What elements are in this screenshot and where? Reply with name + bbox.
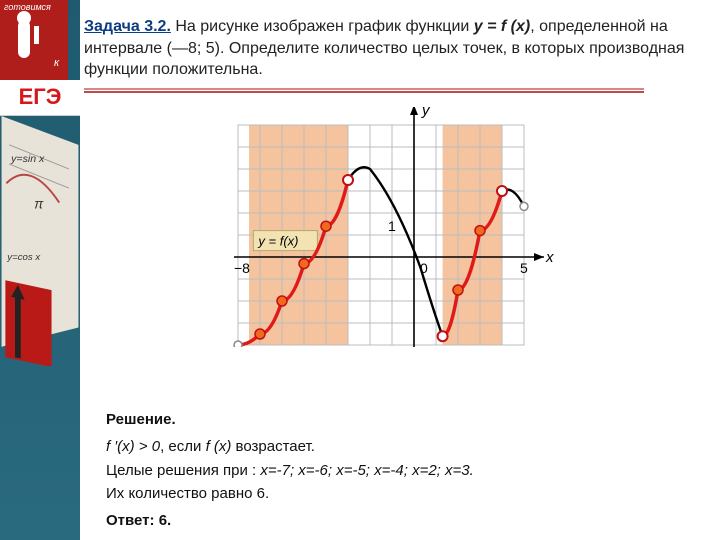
sol-rest: возрастает. (231, 438, 314, 455)
problem-statement: Задача 3.2. На рисунке изображен график … (84, 16, 704, 81)
chart-area: yx01−85y = f(x) (204, 107, 704, 352)
header-small-text: готовимся (4, 2, 51, 12)
svg-text:1: 1 (388, 218, 396, 234)
svg-text:−8: −8 (234, 260, 250, 276)
solution-line2: Целые решения при : x=-7; x=-6; x=-5; x=… (106, 459, 706, 482)
sidebar-decor: y=sin x π y=cos x (0, 116, 80, 366)
solution-line1: f ′(x) > 0, если f (x) возрастает. (106, 435, 706, 458)
sol-pre: Целые решения при : (106, 462, 260, 479)
solution-line3: Их количество равно 6. (106, 482, 706, 505)
solution-label: Решение. (106, 408, 706, 431)
svg-text:π: π (34, 196, 44, 211)
problem-number: Задача 3.2. (84, 18, 171, 35)
sol-if: , если (160, 438, 205, 455)
svg-text:5: 5 (520, 260, 528, 276)
deriv-cond: f ′(x) > 0 (106, 438, 160, 455)
answer: Ответ: 6. (106, 509, 706, 532)
svg-text:y=sin x: y=sin x (10, 153, 45, 165)
svg-text:y=cos x: y=cos x (6, 252, 41, 263)
ege-label: ЕГЭ (0, 80, 80, 116)
problem-text-1: На рисунке изображен график функции (171, 18, 474, 35)
sol-xs: x=-7; x=-6; x=-5; x=-4; x=2; x=3. (260, 462, 473, 479)
sol-fx: f (x) (206, 438, 232, 455)
problem-fx: y = f (x) (474, 18, 530, 35)
svg-text:y: y (421, 107, 431, 119)
function-chart: yx01−85y = f(x) (204, 107, 554, 347)
solution-block: Решение. f ′(x) > 0, если f (x) возраста… (106, 408, 706, 532)
svg-text:x: x (545, 249, 554, 266)
svg-text:к: к (54, 57, 60, 69)
logo-badge: к (0, 0, 68, 80)
svg-text:y = f(x): y = f(x) (257, 233, 298, 248)
red-underline (84, 88, 644, 94)
